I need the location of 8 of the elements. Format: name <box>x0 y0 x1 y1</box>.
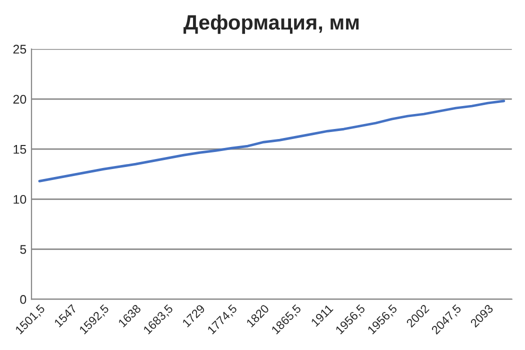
y-tick-label: 25 <box>13 44 26 54</box>
y-tick-label: 0 <box>20 295 26 304</box>
y-tick-label: 5 <box>20 245 26 254</box>
chart-title: Деформация, мм <box>184 14 359 34</box>
y-tick-label: 10 <box>14 194 26 204</box>
line-series <box>38 100 506 182</box>
y-tick-label: 20 <box>13 94 26 104</box>
y-tick-label: 15 <box>14 145 26 154</box>
